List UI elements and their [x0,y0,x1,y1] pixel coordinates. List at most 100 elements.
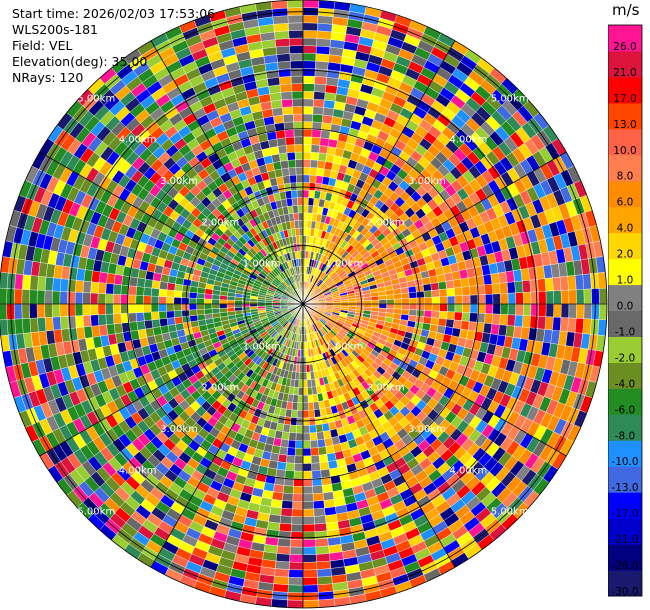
velocity-gate [219,299,228,305]
velocity-gate [294,151,304,160]
velocity-gates [0,0,608,609]
velocity-gate [289,546,304,555]
range-ring-label: 3.00km [160,424,198,435]
velocity-gate [284,470,295,479]
colorbar-segment [608,310,642,337]
velocity-gate [292,113,304,122]
colorbar-segment [608,128,642,156]
colorbar-segment [608,154,642,182]
velocity-gate [290,68,304,77]
velocity-gate [446,287,455,297]
velocity-gate [129,276,139,287]
velocity-gate [309,174,317,184]
velocity-gate [393,303,402,310]
velocity-gate [242,303,251,308]
velocity-gate [302,15,319,24]
velocity-gate [287,439,296,449]
velocity-gate [296,410,304,419]
velocity-gate [204,298,213,305]
range-ring-label: 2.00km [367,383,405,394]
velocity-gate [106,323,116,336]
velocity-gate [292,98,304,107]
velocity-gate [302,91,315,100]
velocity-gate [313,515,327,525]
velocity-gate [299,364,304,373]
velocity-gate [0,287,8,305]
velocity-gate [288,167,297,176]
velocity-gate [298,379,304,388]
velocity-gate [295,432,304,441]
velocity-gate [276,137,287,147]
velocity-gate [437,281,447,290]
velocity-gate [408,309,417,317]
colorbar-tick-label: 4.0 [617,223,634,235]
velocity-gate [292,486,304,495]
velocity-gate [553,303,562,318]
velocity-gate [105,303,114,315]
velocity-gate [319,461,330,471]
colorbar-segment [608,440,642,467]
velocity-gate [279,83,293,93]
velocity-gate [271,491,284,501]
velocity-gate [574,318,584,334]
velocity-gate [302,470,313,479]
range-ring-label: 1.00km [325,341,363,352]
velocity-gate [294,463,304,472]
range-ring-label: 4.00km [119,135,157,146]
velocity-gate [316,560,331,570]
velocity-gate [293,129,304,138]
velocity-gate [313,408,322,418]
velocity-gate [90,292,99,305]
velocity-gate [173,310,183,318]
velocity-gate [514,314,524,328]
velocity-gate [292,205,299,214]
velocity-gate [469,285,478,296]
velocity-gate [284,190,293,200]
velocity-gate [288,37,304,47]
velocity-gate [302,531,316,540]
velocity-gate [293,470,304,479]
velocity-gate [505,270,515,283]
velocity-gate [90,303,99,316]
velocity-gate [90,314,100,327]
velocity-gate [158,303,167,312]
velocity-gate [312,106,324,116]
velocity-gate [97,282,107,294]
colorbar-segment [608,76,642,104]
range-ring-label: 5.00km [77,507,115,518]
velocity-gate [275,553,291,563]
velocity-gate [167,323,177,333]
velocity-gate [371,303,380,309]
velocity-gate [290,409,298,418]
velocity-gate [498,271,508,284]
velocity-gate [97,303,106,315]
velocity-gate [14,303,23,320]
velocity-gate [530,303,539,317]
colorbar-segment [608,362,642,389]
velocity-gate [173,290,183,298]
velocity-gate [490,323,500,336]
velocity-gate [302,523,316,533]
velocity-gate [312,114,324,123]
velocity-gate [467,321,477,332]
velocity-gate [128,285,137,296]
velocity-gate [460,320,470,331]
velocity-gate [278,446,289,456]
velocity-gate [582,318,592,335]
velocity-gate [52,290,61,305]
ppi-velocity-plot: 1.00km1.00km1.00km1.00km2.00km2.00km2.00… [0,0,608,609]
azimuth-line [150,303,304,568]
velocity-gate [277,145,288,155]
velocity-gate [296,243,301,252]
velocity-gate [150,295,159,305]
velocity-gate [188,297,197,305]
velocity-gate [75,280,84,293]
velocity-gate [308,402,315,411]
velocity-gate [438,288,448,297]
velocity-gate [378,303,387,309]
velocity-gate [302,60,316,69]
velocity-gate [498,324,508,337]
velocity-gate [568,303,577,319]
velocity-gate [307,394,314,403]
velocity-gate [189,314,199,323]
